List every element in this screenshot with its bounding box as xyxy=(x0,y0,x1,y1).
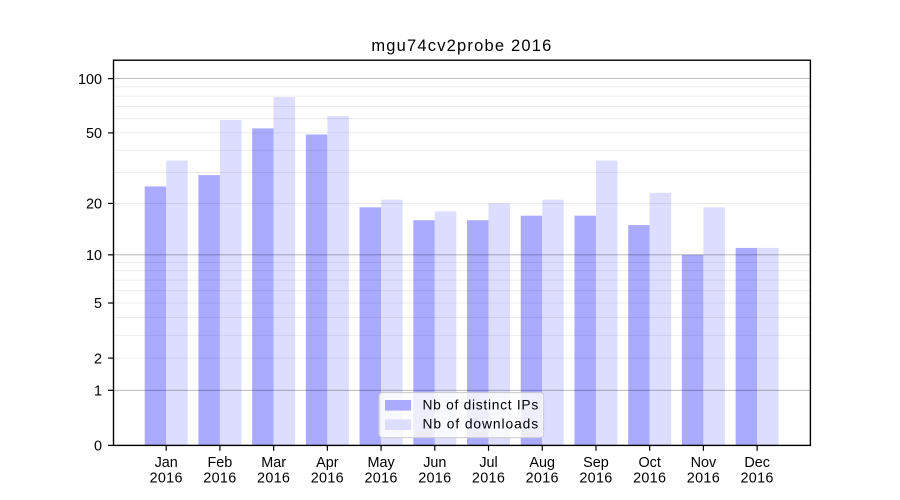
svg-text:Nov: Nov xyxy=(691,455,717,471)
svg-text:Jul: Jul xyxy=(479,455,497,471)
svg-text:2016: 2016 xyxy=(472,470,505,486)
svg-text:50: 50 xyxy=(86,126,102,142)
svg-text:5: 5 xyxy=(94,296,102,312)
svg-text:Nb of distinct IPs: Nb of distinct IPs xyxy=(423,397,539,412)
svg-text:Aug: Aug xyxy=(529,455,555,471)
svg-text:Sep: Sep xyxy=(583,455,609,471)
svg-text:Oct: Oct xyxy=(638,455,660,471)
svg-text:2016: 2016 xyxy=(150,470,183,486)
svg-text:Nb of downloads: Nb of downloads xyxy=(423,417,540,432)
svg-text:100: 100 xyxy=(78,72,102,88)
svg-text:10: 10 xyxy=(86,248,102,264)
svg-text:2016: 2016 xyxy=(364,470,397,486)
svg-text:2016: 2016 xyxy=(526,470,559,486)
svg-text:2016: 2016 xyxy=(257,470,290,486)
svg-text:2016: 2016 xyxy=(687,470,720,486)
svg-text:2016: 2016 xyxy=(579,470,612,486)
svg-text:Feb: Feb xyxy=(208,455,233,471)
svg-text:2016: 2016 xyxy=(203,470,236,486)
svg-text:2: 2 xyxy=(94,351,102,367)
svg-text:Mar: Mar xyxy=(261,455,286,471)
svg-text:Jun: Jun xyxy=(423,455,446,471)
svg-text:2016: 2016 xyxy=(311,470,344,486)
svg-text:2016: 2016 xyxy=(633,470,666,486)
svg-text:mgu74cv2probe 2016: mgu74cv2probe 2016 xyxy=(371,37,552,55)
svg-text:2016: 2016 xyxy=(418,470,451,486)
svg-text:Jan: Jan xyxy=(155,455,178,471)
svg-text:2016: 2016 xyxy=(741,470,774,486)
svg-text:1: 1 xyxy=(94,384,102,400)
svg-text:May: May xyxy=(367,455,395,471)
svg-text:0: 0 xyxy=(94,439,102,455)
svg-text:20: 20 xyxy=(86,197,102,213)
svg-text:Apr: Apr xyxy=(316,455,339,471)
svg-text:Dec: Dec xyxy=(744,455,770,471)
